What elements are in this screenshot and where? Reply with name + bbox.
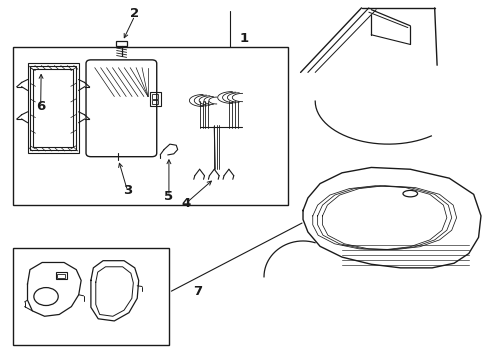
Bar [116,41,127,45]
Bar [152,100,158,104]
Bar [57,274,64,278]
Text: 5: 5 [164,190,173,203]
Text: 6: 6 [36,100,45,113]
Bar [13,47,288,205]
Bar [152,94,158,99]
Text: 3: 3 [122,184,132,197]
Bar [150,92,161,107]
Text: 1: 1 [240,32,248,45]
Text: 4: 4 [181,197,190,210]
Bar [27,63,79,153]
Bar [33,69,73,147]
Text: 2: 2 [130,7,139,20]
Bar [13,248,168,345]
Bar [30,66,76,150]
Bar [56,272,66,279]
Text: 7: 7 [193,285,203,298]
